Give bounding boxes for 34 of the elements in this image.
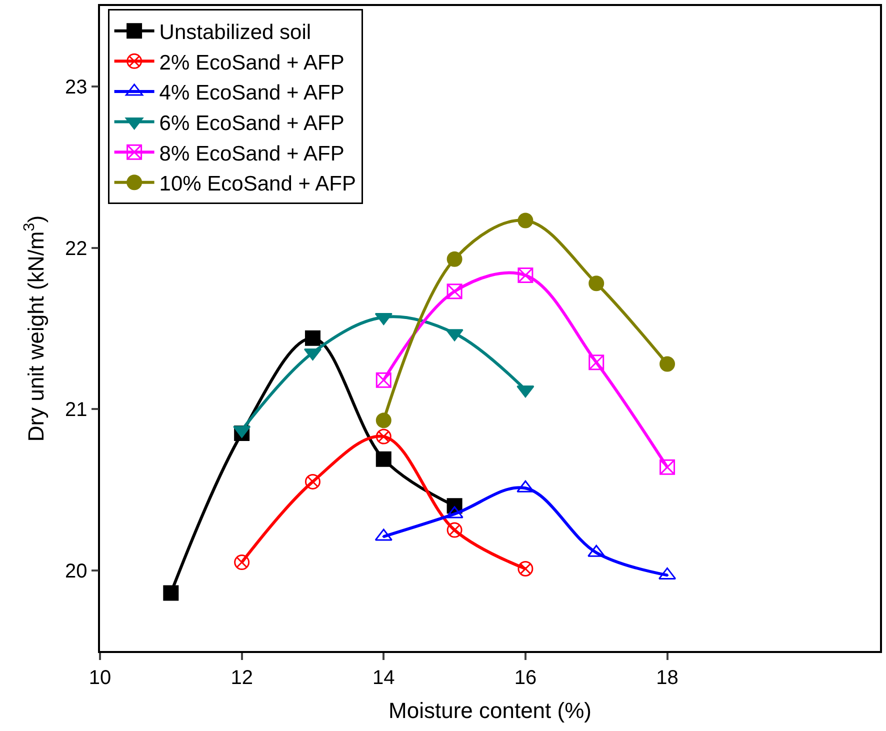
legend-label: 4% EcoSand + AFP	[159, 82, 344, 105]
point	[446, 284, 462, 300]
y-tick-label: 20	[65, 560, 88, 582]
legend-label: 10% EcoSand + AFP	[159, 172, 356, 196]
point	[446, 251, 462, 267]
legend-label: Unstabilized soil	[159, 21, 312, 44]
legend-label: 2% EcoSand + AFP	[159, 51, 344, 74]
point	[305, 474, 320, 490]
point	[660, 459, 676, 475]
legend-label: 8% EcoSand + AFP	[159, 142, 344, 166]
point	[163, 585, 179, 601]
point	[376, 428, 392, 444]
x-tick-label: 14	[372, 666, 395, 689]
point	[518, 212, 534, 228]
point	[518, 268, 534, 284]
point	[376, 451, 392, 467]
point	[588, 276, 604, 292]
point	[376, 372, 392, 388]
x-tick-label: 18	[656, 666, 678, 689]
legend-label: 6% EcoSand + AFP	[159, 112, 344, 135]
point	[660, 356, 676, 372]
x-tick-label: 16	[514, 666, 537, 689]
point	[588, 354, 604, 370]
point	[518, 561, 534, 576]
x-axis-title: Moisture content (%)	[388, 698, 592, 724]
y-tick-label: 22	[65, 238, 88, 260]
y-tick-label: 23	[65, 76, 88, 99]
point	[376, 412, 392, 428]
point	[446, 522, 462, 538]
x-tick-label: 12	[230, 666, 253, 689]
point	[304, 330, 320, 346]
x-tick-label: 10	[88, 666, 112, 689]
point	[234, 554, 250, 570]
y-tick-label: 21	[65, 399, 88, 422]
